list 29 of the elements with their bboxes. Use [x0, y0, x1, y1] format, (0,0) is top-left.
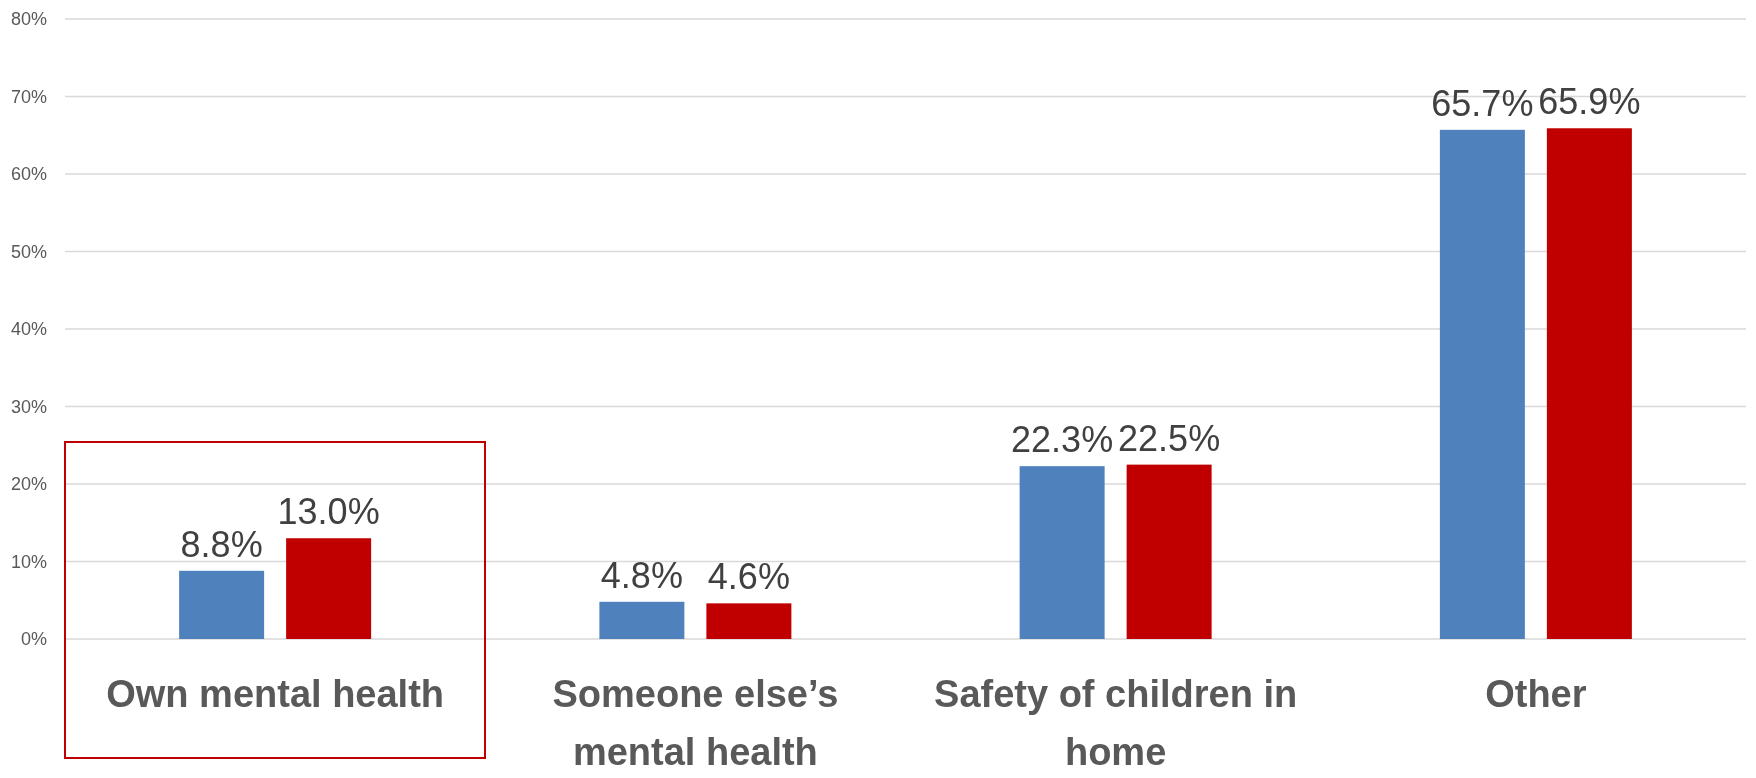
- y-tick-label: 60%: [10, 164, 47, 185]
- text: 13.0%: [277, 491, 380, 533]
- y-tick-label: 80%: [10, 9, 47, 30]
- y-tick-label: 30%: [10, 396, 47, 417]
- bar: [1126, 464, 1212, 639]
- x-tick-label: Safety of children in home: [934, 673, 1298, 773]
- y-tick-label: 0%: [20, 629, 47, 650]
- text: 22.3%: [1011, 419, 1114, 461]
- bar: [1439, 129, 1525, 639]
- text: 4.8%: [600, 554, 683, 596]
- y-tick-label: 40%: [10, 319, 47, 340]
- text: 4.6%: [707, 556, 790, 598]
- y-tick-label: 20%: [10, 474, 47, 495]
- text: 8.8%: [180, 523, 263, 565]
- bar: [1019, 466, 1105, 639]
- y-tick-label: 70%: [10, 86, 47, 107]
- bar: [706, 603, 792, 639]
- x-tick-label: Someone else’s mental health: [552, 673, 839, 773]
- bar: [286, 538, 372, 639]
- text: 22.5%: [1118, 417, 1221, 459]
- x-tick-label: Own mental health: [106, 673, 445, 715]
- bar: [1546, 128, 1632, 639]
- bar: [179, 570, 265, 639]
- bar: [599, 601, 685, 639]
- text: 65.9%: [1538, 81, 1641, 123]
- text: 65.7%: [1431, 82, 1534, 124]
- y-tick-label: 10%: [10, 551, 47, 572]
- y-tick-label: 50%: [10, 241, 47, 262]
- x-tick-label: Other: [1485, 673, 1587, 715]
